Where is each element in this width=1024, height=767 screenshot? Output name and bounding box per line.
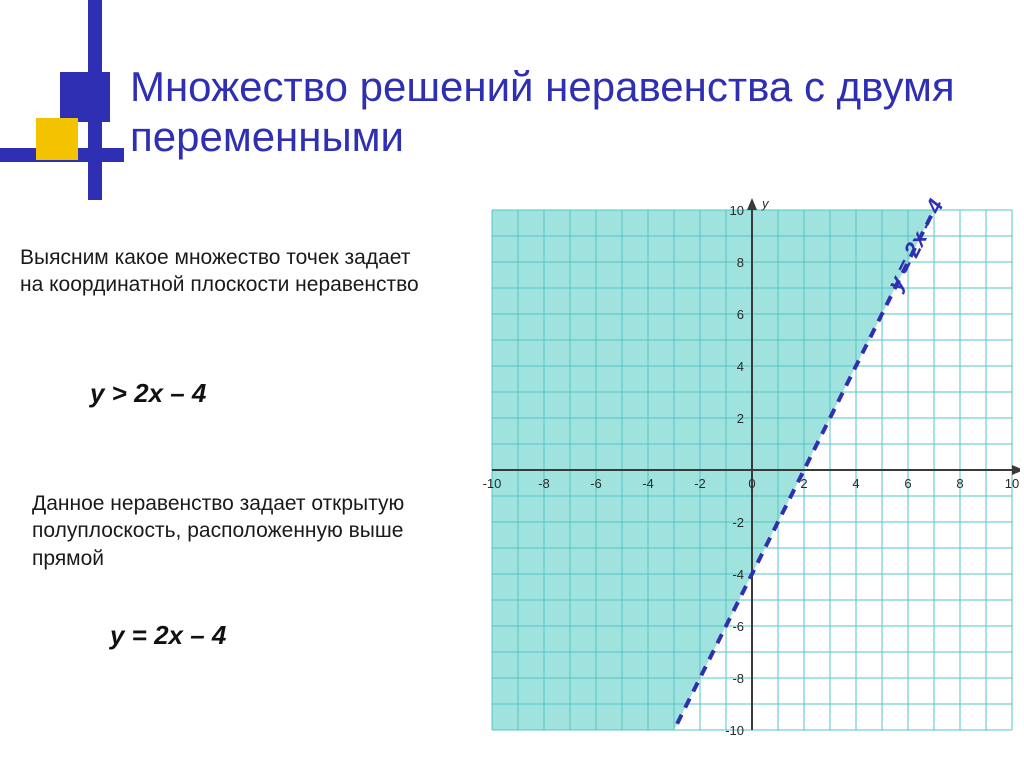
svg-text:0: 0 (748, 476, 755, 491)
svg-text:4: 4 (737, 359, 744, 374)
svg-text:6: 6 (904, 476, 911, 491)
chart-svg: -10-8-6-4-20246810-10-8-6-4-2246810xyy =… (460, 180, 1020, 740)
svg-text:8: 8 (956, 476, 963, 491)
svg-text:2: 2 (737, 411, 744, 426)
line-equation: y = 2x – 4 (110, 620, 226, 651)
decor-rect-yellow (36, 118, 78, 160)
svg-text:4: 4 (852, 476, 859, 491)
svg-text:-6: -6 (590, 476, 602, 491)
svg-text:-10: -10 (725, 723, 744, 738)
svg-text:-6: -6 (732, 619, 744, 634)
svg-text:10: 10 (1005, 476, 1019, 491)
svg-text:-8: -8 (732, 671, 744, 686)
explanation-paragraph: Данное неравенство задает открытую полуп… (32, 490, 412, 572)
svg-text:10: 10 (730, 203, 744, 218)
inequality-formula: y > 2x – 4 (90, 378, 206, 409)
svg-text:-2: -2 (732, 515, 744, 530)
svg-text:-4: -4 (642, 476, 654, 491)
svg-text:-2: -2 (694, 476, 706, 491)
intro-paragraph: Выясним какое множество точек задает на … (20, 244, 420, 299)
svg-text:x: x (1019, 448, 1020, 463)
decor-rect-blue (60, 72, 110, 122)
inequality-chart: -10-8-6-4-20246810-10-8-6-4-2246810xyy =… (460, 180, 1020, 740)
svg-text:8: 8 (737, 255, 744, 270)
svg-text:-8: -8 (538, 476, 550, 491)
svg-text:6: 6 (737, 307, 744, 322)
svg-text:-10: -10 (483, 476, 502, 491)
svg-text:y: y (761, 196, 770, 211)
page-title: Множество решений неравенства с двумя пе… (130, 62, 1000, 161)
svg-text:-4: -4 (732, 567, 744, 582)
